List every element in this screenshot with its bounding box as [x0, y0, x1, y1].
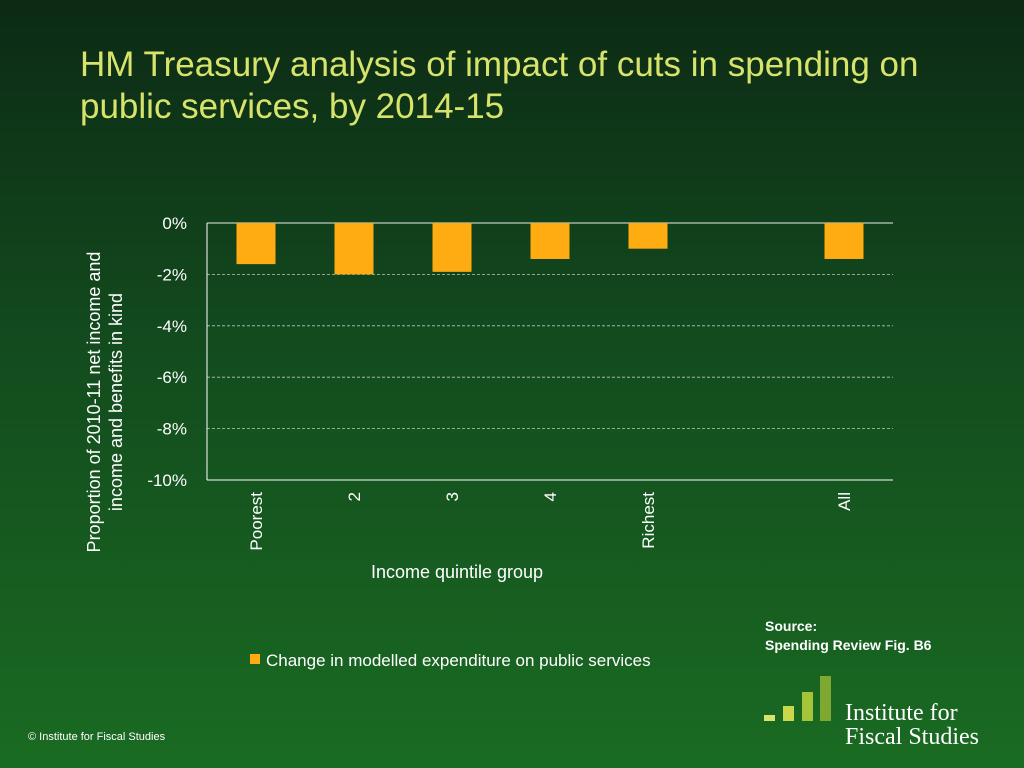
y-tick-label: -2%	[157, 265, 187, 284]
ifs-logo: Institute for Fiscal Studies	[762, 675, 1012, 755]
y-axis-title-line: income and benefits in kind	[106, 293, 126, 511]
y-tick-label: -10%	[147, 471, 187, 490]
legend-label: Change in modelled expenditure on public…	[266, 651, 651, 670]
source-reference: Spending Review Fig. B6	[765, 637, 932, 653]
bar-chart: 0% -2% -4% -6% -8% -10% Poorest 2 3 4 Richest All In…	[84, 214, 864, 670]
x-tick-label: Richest	[639, 492, 658, 549]
logo-line-1: Institute for	[845, 700, 958, 726]
x-axis-title: Income quintile group	[371, 562, 543, 582]
y-tick-label: 0%	[162, 214, 187, 233]
bar	[236, 223, 276, 265]
x-tick-label: Poorest	[247, 492, 266, 551]
x-tick-label: 2	[345, 492, 364, 501]
bar	[530, 223, 570, 259]
source-label: Source:	[765, 618, 818, 634]
x-tick-label: 4	[541, 492, 560, 501]
bar	[628, 223, 668, 249]
x-tick-label: All	[835, 492, 854, 511]
y-tick-label: -8%	[157, 420, 187, 439]
x-tick-label: 3	[443, 492, 462, 501]
bar	[432, 223, 472, 272]
logo-bars-icon	[764, 676, 831, 721]
bar	[334, 223, 374, 275]
logo-text: Institute for Fiscal Studies	[845, 701, 979, 749]
y-axis-title: Proportion of 2010-11 net income and inco…	[84, 252, 126, 553]
bar	[824, 223, 864, 259]
logo-line-2: Fiscal Studies	[845, 724, 980, 750]
legend-swatch	[250, 654, 260, 664]
y-tick-label: -4%	[157, 317, 187, 336]
y-axis-title-line: Proportion of 2010-11 net income and	[84, 252, 104, 553]
y-tick-label: -6%	[157, 368, 187, 387]
source-note: Source: Spending Review Fig. B6	[765, 617, 931, 655]
slide-title: HM Treasury analysis of impact of cuts i…	[80, 45, 919, 126]
copyright-notice: © Institute for Fiscal Studies	[28, 731, 166, 743]
